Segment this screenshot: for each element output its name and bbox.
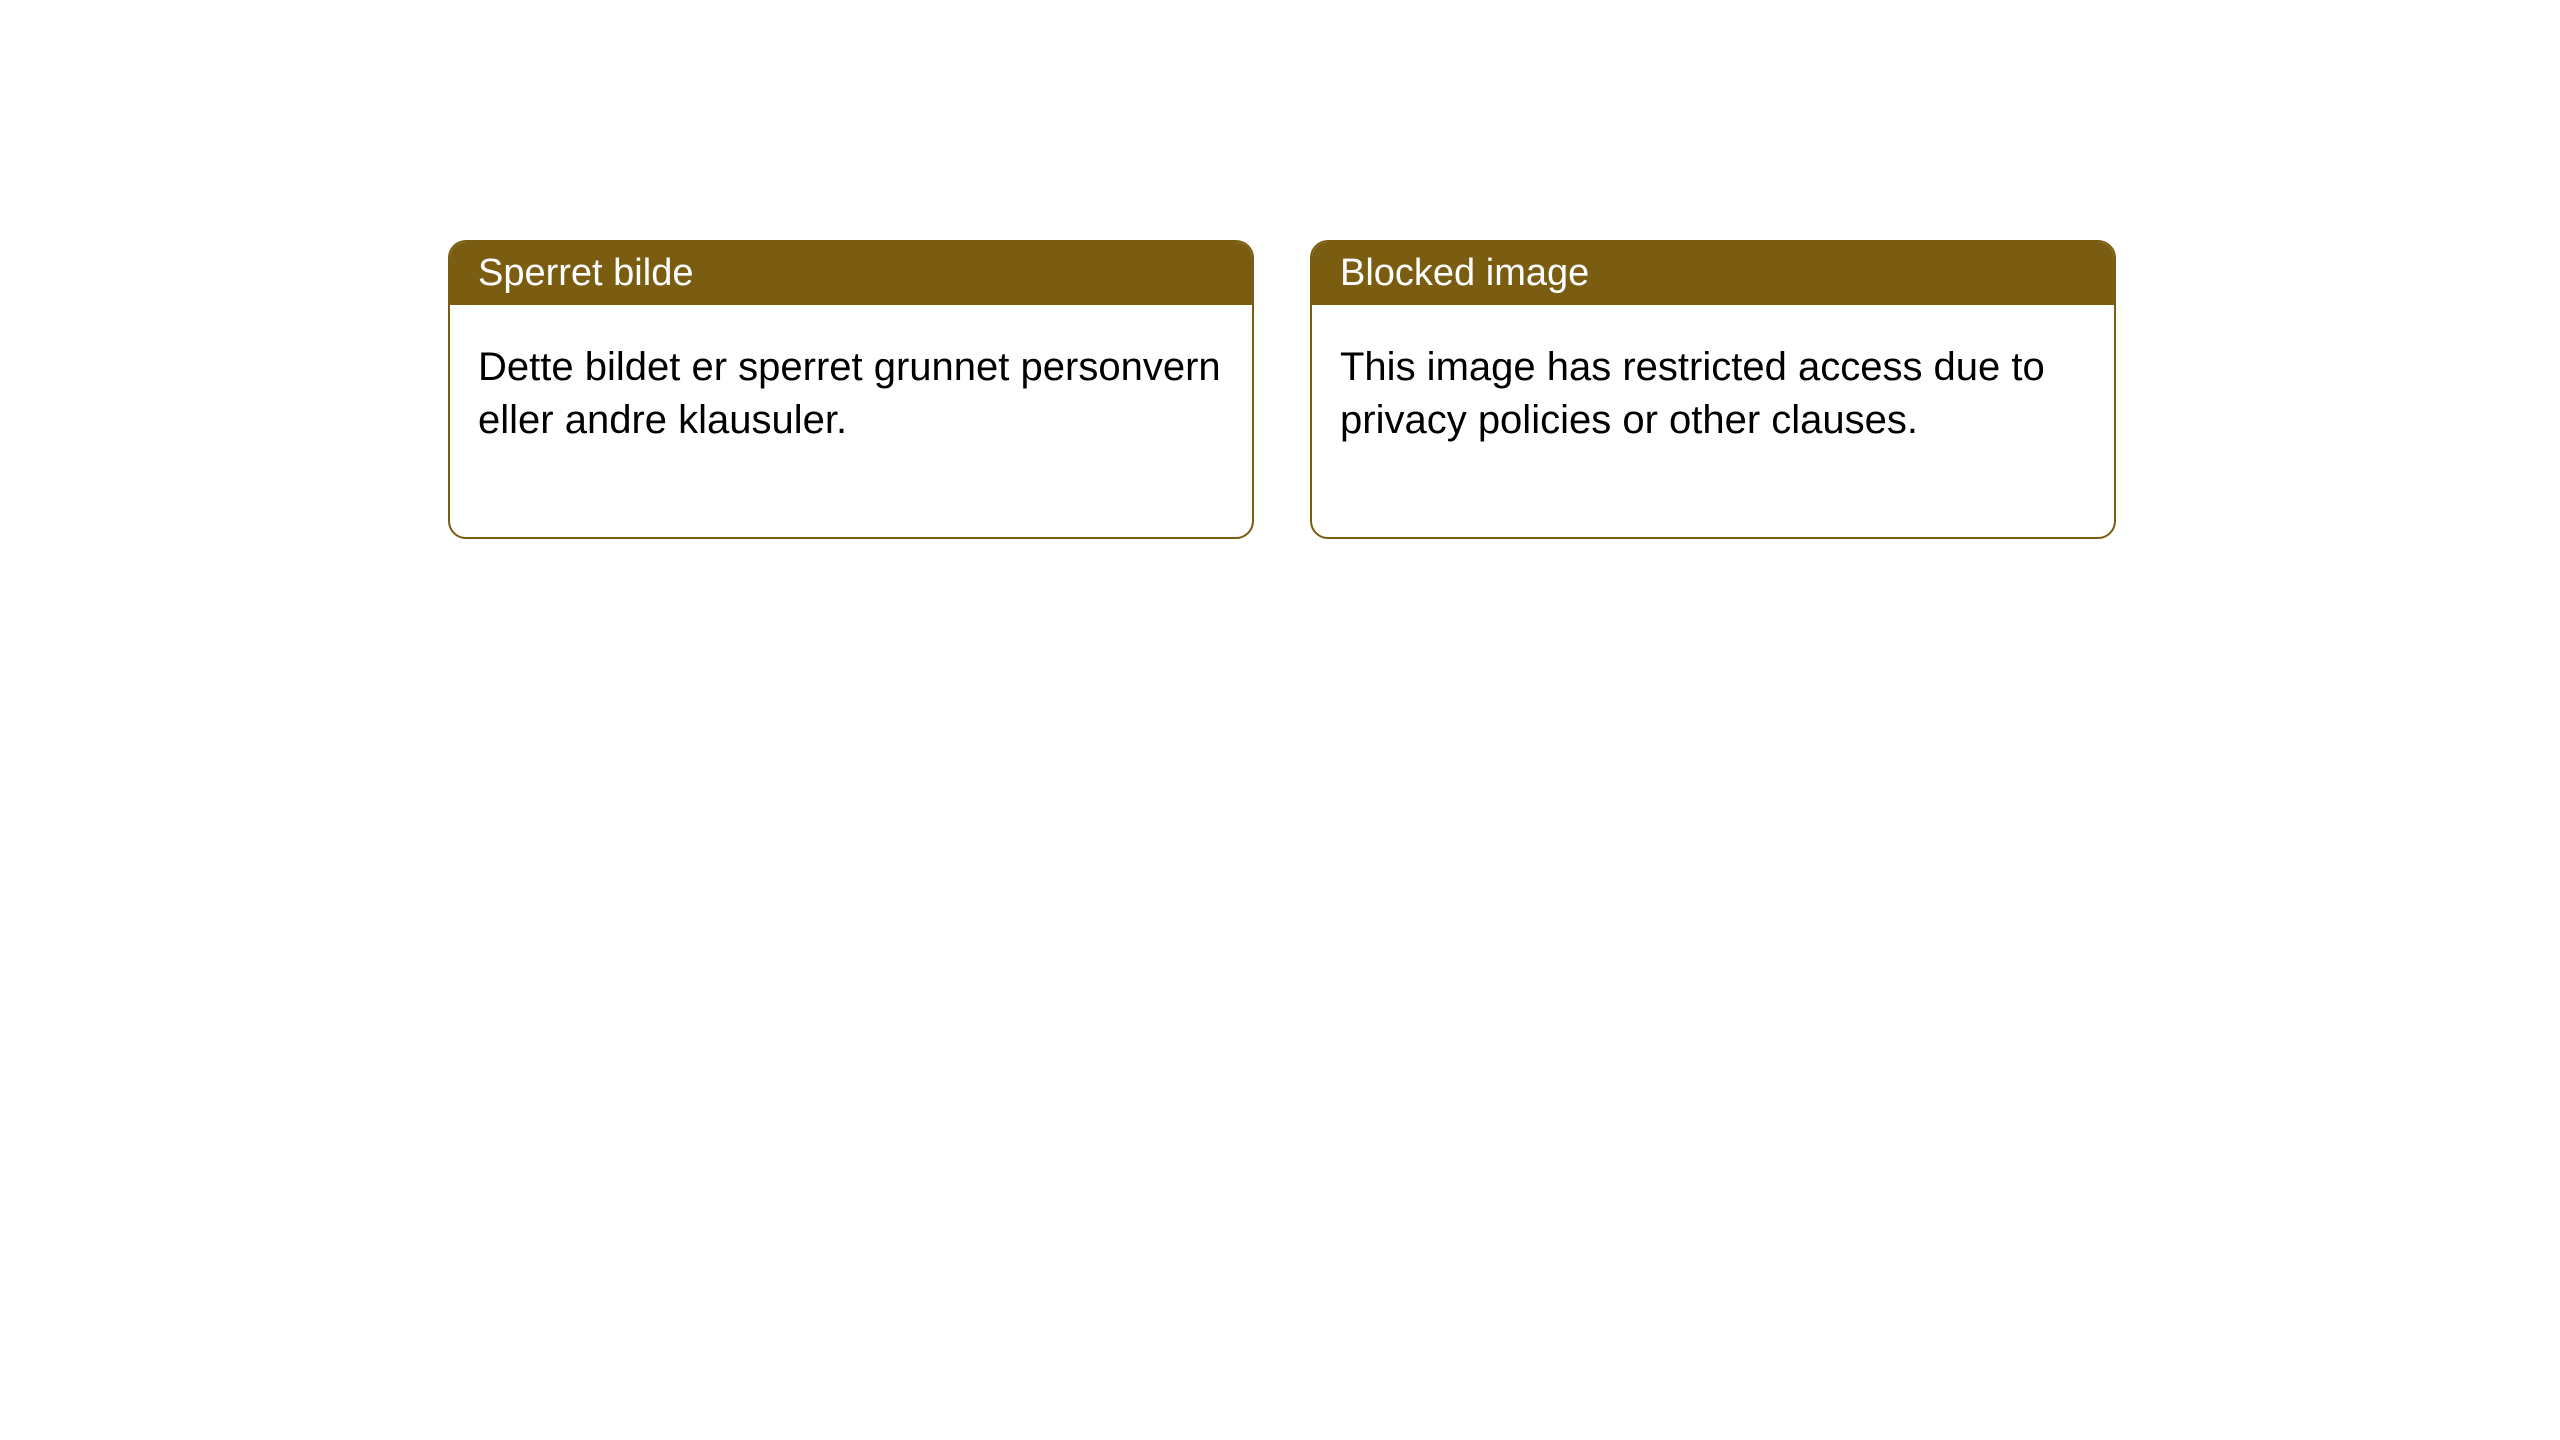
card-header: Blocked image <box>1312 242 2114 305</box>
card-body-text: Dette bildet er sperret grunnet personve… <box>478 345 1221 442</box>
notice-cards-container: Sperret bilde Dette bildet er sperret gr… <box>448 240 2116 539</box>
notice-card-english: Blocked image This image has restricted … <box>1310 240 2116 539</box>
card-body: Dette bildet er sperret grunnet personve… <box>450 305 1252 537</box>
notice-card-norwegian: Sperret bilde Dette bildet er sperret gr… <box>448 240 1254 539</box>
card-header: Sperret bilde <box>450 242 1252 305</box>
card-header-title: Blocked image <box>1340 252 1589 294</box>
card-body-text: This image has restricted access due to … <box>1340 345 2045 442</box>
card-header-title: Sperret bilde <box>478 252 693 294</box>
card-body: This image has restricted access due to … <box>1312 305 2114 537</box>
